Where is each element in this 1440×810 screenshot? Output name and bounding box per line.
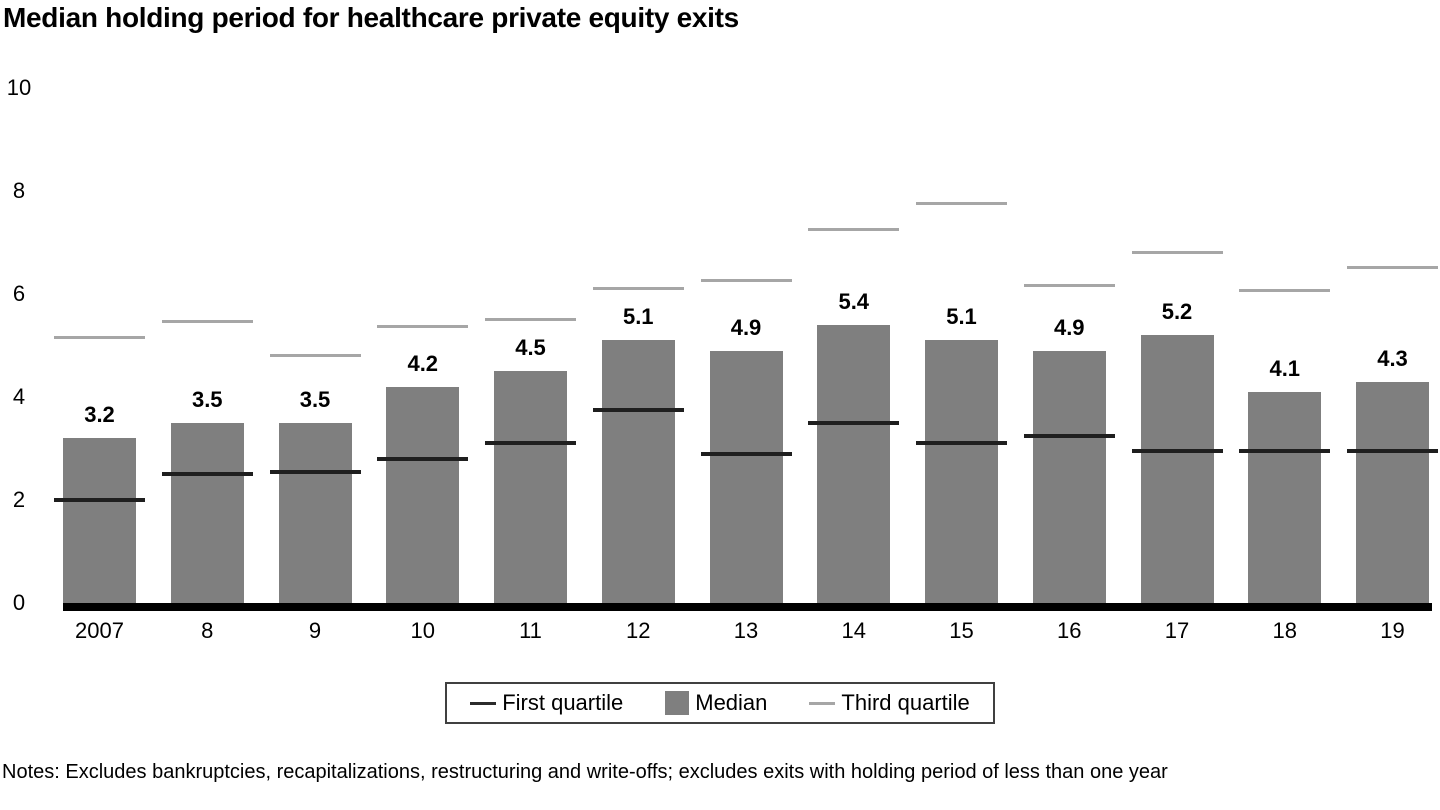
median-swatch-icon <box>665 691 690 715</box>
x-tick-label: 15 <box>949 618 974 643</box>
third-quartile-line <box>1131 250 1223 254</box>
third-quartile-line <box>485 317 576 321</box>
median-bar <box>1032 350 1106 603</box>
legend-label-median: Median <box>695 690 768 715</box>
third-quartile-line <box>700 279 792 283</box>
y-tick-label: 10 <box>6 75 32 100</box>
first-quartile-line <box>54 498 145 502</box>
x-tick-label: 12 <box>626 618 651 643</box>
first-quartile-line <box>592 407 684 412</box>
legend-item-third-quartile: Third quartile <box>809 690 970 716</box>
bar-value-label: 4.1 <box>1269 355 1301 381</box>
x-tick-label: 14 <box>841 618 866 643</box>
median-bar <box>170 422 244 603</box>
first-quartile-line <box>700 451 792 456</box>
bar-value-label: 5.2 <box>1161 299 1193 325</box>
legend-label-third-quartile: Third quartile <box>841 690 970 715</box>
x-tick-label: 8 <box>201 618 214 643</box>
bar-value-label: 4.5 <box>515 335 546 361</box>
x-tick-label: 9 <box>308 618 322 643</box>
first-quartile-line <box>485 441 576 446</box>
third-quartile-swatch-icon <box>809 701 836 705</box>
x-tick-label: 16 <box>1057 618 1082 643</box>
legend-item-median: Median <box>665 690 767 716</box>
bar-value-label: 4.9 <box>730 314 762 340</box>
y-tick-label: 4 <box>12 384 26 409</box>
bar-value-label: 4.2 <box>407 350 439 376</box>
x-axis-line <box>63 603 1432 611</box>
x-tick-label: 17 <box>1164 618 1190 643</box>
third-quartile-line <box>592 286 684 290</box>
footnote: Notes: Excludes bankruptcies, recapitali… <box>2 761 1168 783</box>
first-quartile-line <box>1131 449 1223 454</box>
x-tick-label: 11 <box>519 618 542 643</box>
y-tick-label: 8 <box>12 178 26 203</box>
x-tick-label: 2007 <box>75 618 124 643</box>
third-quartile-line <box>1239 289 1331 293</box>
median-bar <box>63 438 136 603</box>
first-quartile-swatch-icon <box>470 701 497 705</box>
y-tick-label: 2 <box>12 487 26 512</box>
median-bar <box>817 324 891 603</box>
median-bar <box>925 340 998 603</box>
legend: First quartile Median Third quartile <box>445 682 995 724</box>
x-tick-label: 10 <box>410 618 435 643</box>
x-tick-label: 18 <box>1272 618 1297 643</box>
bar-value-label: 3.5 <box>191 386 223 412</box>
median-bar <box>1248 391 1322 603</box>
bar-value-label: 4.3 <box>1377 345 1408 371</box>
median-bar <box>601 340 675 603</box>
x-tick-label: 13 <box>733 618 759 643</box>
third-quartile-line <box>1023 284 1115 288</box>
first-quartile-line <box>161 472 253 477</box>
median-bar <box>1356 381 1429 603</box>
y-tick-label: 6 <box>12 281 26 306</box>
median-bar <box>278 422 352 603</box>
x-tick-label: 19 <box>1380 618 1405 643</box>
bar-value-label: 3.5 <box>299 386 331 412</box>
third-quartile-line <box>377 325 469 329</box>
third-quartile-line <box>54 335 145 339</box>
third-quartile-line <box>161 320 253 324</box>
third-quartile-line <box>808 227 900 231</box>
median-bar <box>386 386 460 603</box>
first-quartile-line <box>916 441 1007 446</box>
third-quartile-line <box>269 353 361 357</box>
first-quartile-line <box>269 469 361 474</box>
bar-value-label: 5.1 <box>622 304 654 330</box>
first-quartile-line <box>1023 433 1115 438</box>
legend-item-first-quartile: First quartile <box>470 690 623 716</box>
first-quartile-line <box>1239 449 1331 454</box>
first-quartile-line <box>377 456 469 461</box>
y-tick-label: 0 <box>12 590 26 615</box>
third-quartile-line <box>916 201 1007 205</box>
first-quartile-line <box>1347 449 1438 454</box>
median-bar <box>494 371 567 603</box>
median-bar <box>709 350 783 603</box>
legend-label-first-quartile: First quartile <box>502 690 624 715</box>
first-quartile-line <box>808 420 900 425</box>
bar-value-label: 3.2 <box>84 402 115 428</box>
bar-value-label: 5.4 <box>838 288 870 314</box>
chart-title: Median holding period for healthcare pri… <box>3 2 739 33</box>
bar-value-label: 5.1 <box>946 304 977 330</box>
median-bar <box>1140 335 1214 603</box>
third-quartile-line <box>1347 266 1438 270</box>
bar-value-label: 4.9 <box>1053 314 1085 340</box>
